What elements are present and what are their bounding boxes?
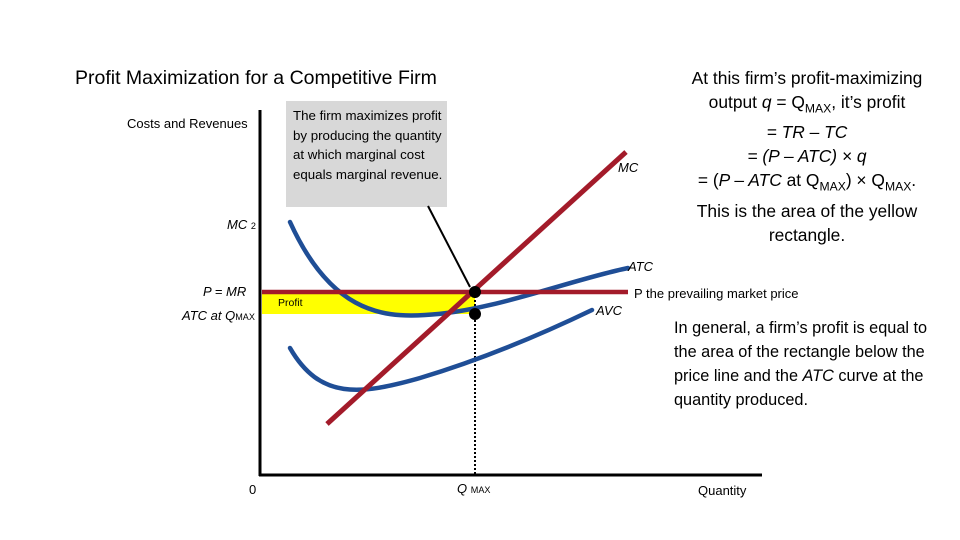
expl-4a: = (P – ATC) × xyxy=(747,146,857,167)
expl-2a: output xyxy=(708,92,762,112)
callout-box xyxy=(286,101,447,207)
atc-at-qmax-sub: MAX xyxy=(235,312,255,322)
expl-5sub: MAX xyxy=(819,179,846,194)
atc-at-qmax-point xyxy=(469,308,481,320)
x-axis-label: Quantity xyxy=(698,483,747,498)
mc2-label-sub: 2 xyxy=(250,221,256,231)
prevailing-price-label: P the prevailing market price xyxy=(634,286,799,301)
expl-5a: = ( xyxy=(697,170,719,191)
page-title: Profit Maximization for a Competitive Fi… xyxy=(75,67,437,89)
mc-mr-intersection-point xyxy=(469,286,481,298)
expl-2b: = Q xyxy=(771,92,805,112)
general-a: In general, a firm’s profit is equal to … xyxy=(674,319,928,385)
avc-curve xyxy=(287,307,595,392)
p-mr-label: P = MR xyxy=(203,284,247,299)
expl-5b: P – ATC xyxy=(718,170,782,191)
explanation-line-7: rectangle. xyxy=(768,224,846,245)
callout-pointer xyxy=(427,205,471,288)
general-b: curve at the quantity produced. xyxy=(674,367,924,409)
explanation-line-2: output q = QMAX, it’s profit xyxy=(672,90,942,120)
explanation-text: At this firm’s profit-maximizing output … xyxy=(672,66,942,247)
atc-at-qmax-label: ATC at QMAX xyxy=(182,308,255,323)
expl-2c: , it’s profit xyxy=(831,92,906,112)
qmax-axis-text: Q xyxy=(457,481,468,496)
general-atc: ATC xyxy=(802,367,834,385)
expl-2q: q xyxy=(761,92,772,112)
explanation-line-4: = (P – ATC) × q xyxy=(672,144,942,168)
qmax-axis-sub: MAX xyxy=(470,485,491,495)
general-statement: In general, a firm’s profit is equal to … xyxy=(674,316,944,412)
callout-text: The firm maximizes profit by producing t… xyxy=(293,108,443,182)
expl-5sub2: MAX xyxy=(884,179,912,194)
mc2-label-text: MC xyxy=(227,217,248,232)
expl-5d: ) × Q xyxy=(845,170,885,191)
atc-label: ATC xyxy=(628,259,654,274)
explanation-line-1: At this firm’s profit-maximizing xyxy=(691,68,923,88)
explanation-line-5: = (P – ATC at QMAX) × QMAX. xyxy=(672,168,942,198)
profit-rectangle xyxy=(262,292,475,314)
expl-2sub: MAX xyxy=(804,101,832,116)
expl-5e: . xyxy=(911,170,917,191)
atc-at-qmax-text: ATC at Q xyxy=(182,308,236,323)
mc-label: MC xyxy=(618,160,639,175)
explanation-line-6: This is the area of the yellow xyxy=(696,200,918,221)
explanation-line-3: = TR – TC xyxy=(766,122,848,143)
expl-5c: at Q xyxy=(781,170,820,191)
expl-4q: q xyxy=(856,146,867,167)
atc-curve xyxy=(287,219,631,318)
profit-label: Profit xyxy=(278,297,303,309)
avc-label: AVC xyxy=(596,303,623,318)
mc2-label: MC 2 xyxy=(227,217,256,232)
y-axis-label: Costs and Revenues xyxy=(127,116,248,131)
qmax-axis-label: Q MAX xyxy=(457,481,490,496)
origin-label: 0 xyxy=(249,482,257,497)
